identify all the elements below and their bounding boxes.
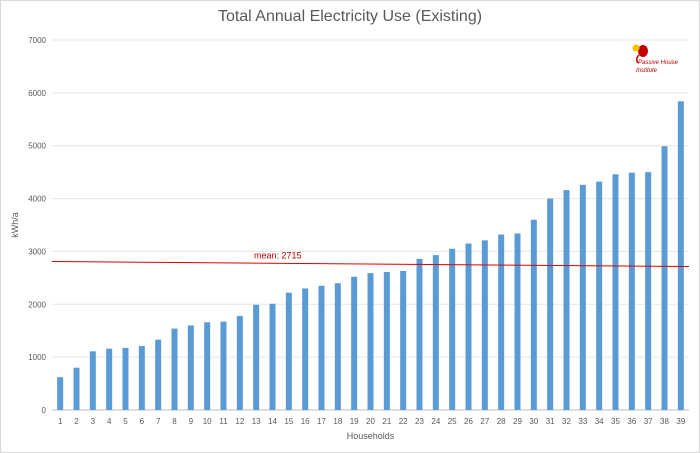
x-tick-label: 24 [431,417,440,426]
bar-household-36 [628,172,635,410]
y-tick-label: 0 [42,406,47,415]
bar-household-6 [138,346,145,410]
bar-household-39 [677,101,684,411]
bar-household-21 [383,272,390,410]
x-axis-title: Households [347,431,395,441]
bar-household-35 [612,174,619,410]
bar-household-29 [514,233,521,410]
bar-household-27 [481,240,488,410]
x-tick-label: 28 [497,417,506,426]
y-tick-label: 7000 [28,36,46,45]
mean-label: mean: 2715 [254,250,302,260]
x-tick-label: 18 [333,417,342,426]
x-tick-label: 14 [268,417,277,426]
bar-household-28 [498,234,505,410]
x-tick-label: 37 [644,417,653,426]
x-tick-label: 7 [156,417,161,426]
logo-text-line1: Passive House [638,60,679,66]
x-tick-label: 15 [284,417,293,426]
bar-household-23 [416,258,423,410]
x-tick-label: 23 [415,417,424,426]
bar-household-19 [351,276,358,410]
bar-household-33 [579,184,586,410]
x-tick-label: 10 [203,417,212,426]
bar-household-38 [661,146,668,410]
bar-household-4 [106,348,113,410]
y-tick-label: 2000 [28,300,46,309]
x-tick-label: 27 [480,417,489,426]
bar-household-13 [253,304,260,410]
x-tick-label: 8 [172,417,177,426]
bar-household-1 [57,377,64,410]
y-tick-label: 3000 [28,247,46,256]
bar-household-14 [269,303,276,410]
bar-household-9 [187,325,194,410]
x-tick-label: 33 [578,417,587,426]
bar-household-37 [645,172,652,410]
x-tick-label: 16 [301,417,310,426]
bar-household-10 [204,322,211,410]
x-tick-label: 21 [382,417,391,426]
x-tick-label: 9 [189,417,194,426]
x-tick-label: 6 [140,417,145,426]
y-tick-label: 5000 [28,142,46,151]
x-tick-label: 4 [107,417,112,426]
passive-house-institute-logo: Passive House Institute [626,43,686,77]
x-tick-label: 13 [252,417,261,426]
bar-household-2 [73,367,80,410]
chart-title: Total Annual Electricity Use (Existing) [217,8,483,25]
x-tick-label: 36 [627,417,636,426]
y-tick-label: 6000 [28,89,46,98]
x-tick-label: 3 [91,417,96,426]
x-tick-label: 32 [562,417,571,426]
x-tick-label: 30 [529,417,538,426]
x-tick-label: 38 [660,417,669,426]
bar-household-22 [400,270,407,410]
mean-line [51,260,690,267]
x-tick-label: 20 [366,417,375,426]
bars [57,101,684,411]
x-tick-label: 22 [399,417,408,426]
x-tick-label: 2 [74,417,79,426]
logo-icon [632,44,648,63]
bar-household-3 [89,351,96,410]
bar-household-11 [220,321,227,410]
x-tick-label: 39 [676,417,685,426]
bar-household-26 [465,243,472,410]
bar-household-5 [122,347,129,410]
bar-household-18 [334,283,341,410]
y-tick-label: 1000 [28,353,46,362]
bar-household-34 [596,181,603,410]
x-tick-label: 12 [235,417,244,426]
x-tick-label: 17 [317,417,326,426]
bar-household-7 [155,339,162,410]
bar-household-25 [449,248,456,410]
x-tick-label: 29 [513,417,522,426]
x-tick-label: 19 [350,417,359,426]
x-tick-label: 25 [448,417,457,426]
x-tick-label: 35 [611,417,620,426]
x-tick-label: 26 [464,417,473,426]
bar-household-16 [302,288,309,410]
x-tick-label: 11 [219,417,228,426]
bar-household-20 [367,273,374,410]
y-axis-title: kWh/a [10,212,20,238]
bar-household-30 [530,219,537,410]
bar-household-17 [318,285,325,410]
bar-household-12 [236,315,243,410]
bar-household-24 [432,255,439,410]
x-tick-label: 31 [546,417,555,426]
bar-household-32 [563,190,570,410]
x-tick-label: 1 [58,417,63,426]
bar-household-8 [171,328,178,410]
x-tick-label: 34 [595,417,604,426]
logo-text-line2: Institute [636,68,658,74]
bar-household-31 [547,198,554,410]
bar-household-15 [285,292,292,410]
x-tick-label: 5 [123,417,128,426]
y-tick-label: 4000 [28,195,46,204]
